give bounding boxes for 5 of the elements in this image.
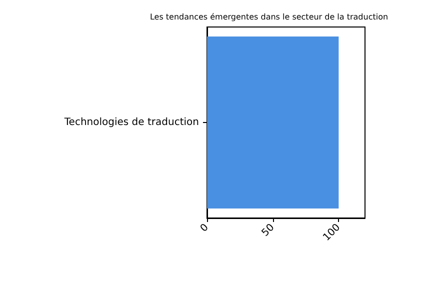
x-tick-label: 100	[321, 222, 343, 244]
y-tick-label: Technologies de traduction	[63, 117, 199, 128]
x-tick-label: 0	[198, 222, 211, 234]
chart-title: Les tendances émergentes dans le secteur de la traduction	[150, 12, 388, 22]
x-tick-label: 50	[260, 222, 277, 239]
